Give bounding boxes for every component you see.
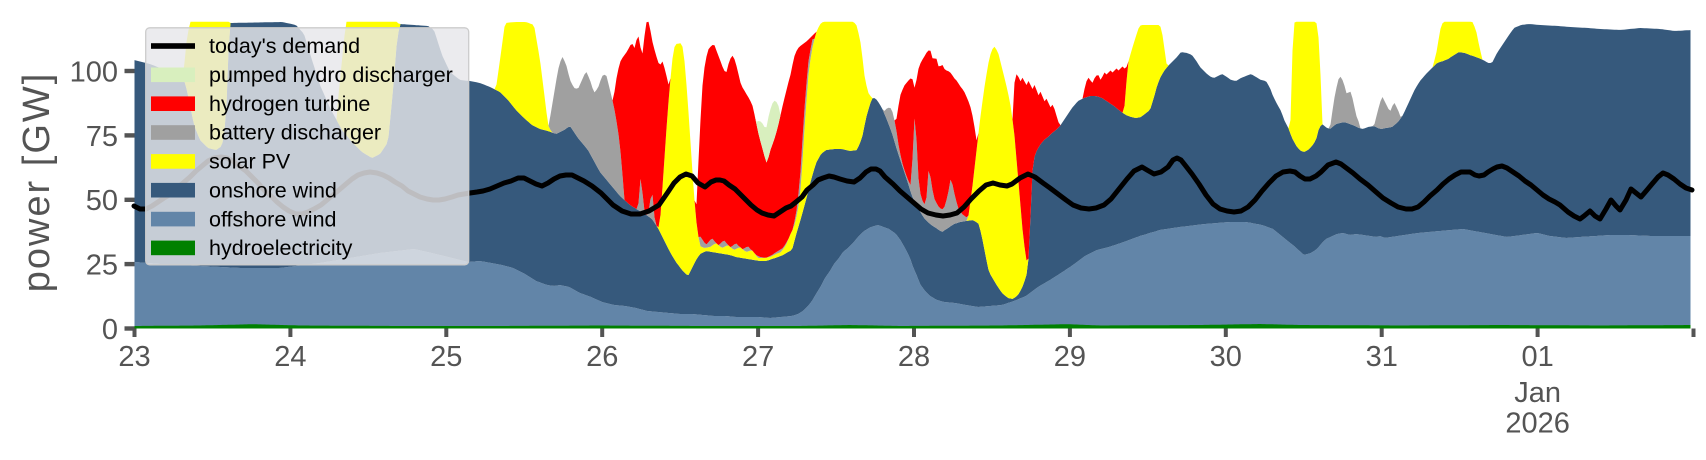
svg-text:01: 01 xyxy=(1521,341,1553,373)
svg-text:29: 29 xyxy=(1054,341,1086,373)
svg-text:pumped hydro discharger: pumped hydro discharger xyxy=(209,63,453,87)
svg-text:today's demand: today's demand xyxy=(209,34,360,58)
svg-text:hydrogen turbine: hydrogen turbine xyxy=(209,92,370,116)
svg-text:onshore wind: onshore wind xyxy=(209,178,337,202)
svg-text:Jan: Jan xyxy=(1514,377,1561,409)
svg-text:28: 28 xyxy=(898,341,930,373)
svg-text:2026: 2026 xyxy=(1505,408,1570,440)
svg-text:power [GW]: power [GW] xyxy=(16,72,58,293)
svg-text:30: 30 xyxy=(1210,341,1242,373)
svg-text:battery discharger: battery discharger xyxy=(209,121,381,145)
svg-text:offshore wind: offshore wind xyxy=(209,207,337,231)
svg-text:31: 31 xyxy=(1366,341,1398,373)
svg-text:solar PV: solar PV xyxy=(209,150,291,174)
svg-text:25: 25 xyxy=(86,250,118,282)
svg-text:23: 23 xyxy=(118,341,150,373)
svg-text:26: 26 xyxy=(586,341,618,373)
svg-text:75: 75 xyxy=(86,121,118,153)
svg-text:0: 0 xyxy=(102,314,118,346)
svg-text:100: 100 xyxy=(70,56,118,88)
svg-text:50: 50 xyxy=(86,185,118,217)
svg-text:27: 27 xyxy=(742,341,774,373)
svg-text:25: 25 xyxy=(430,341,462,373)
svg-text:24: 24 xyxy=(274,341,306,373)
svg-text:hydroelectricity: hydroelectricity xyxy=(209,236,353,260)
